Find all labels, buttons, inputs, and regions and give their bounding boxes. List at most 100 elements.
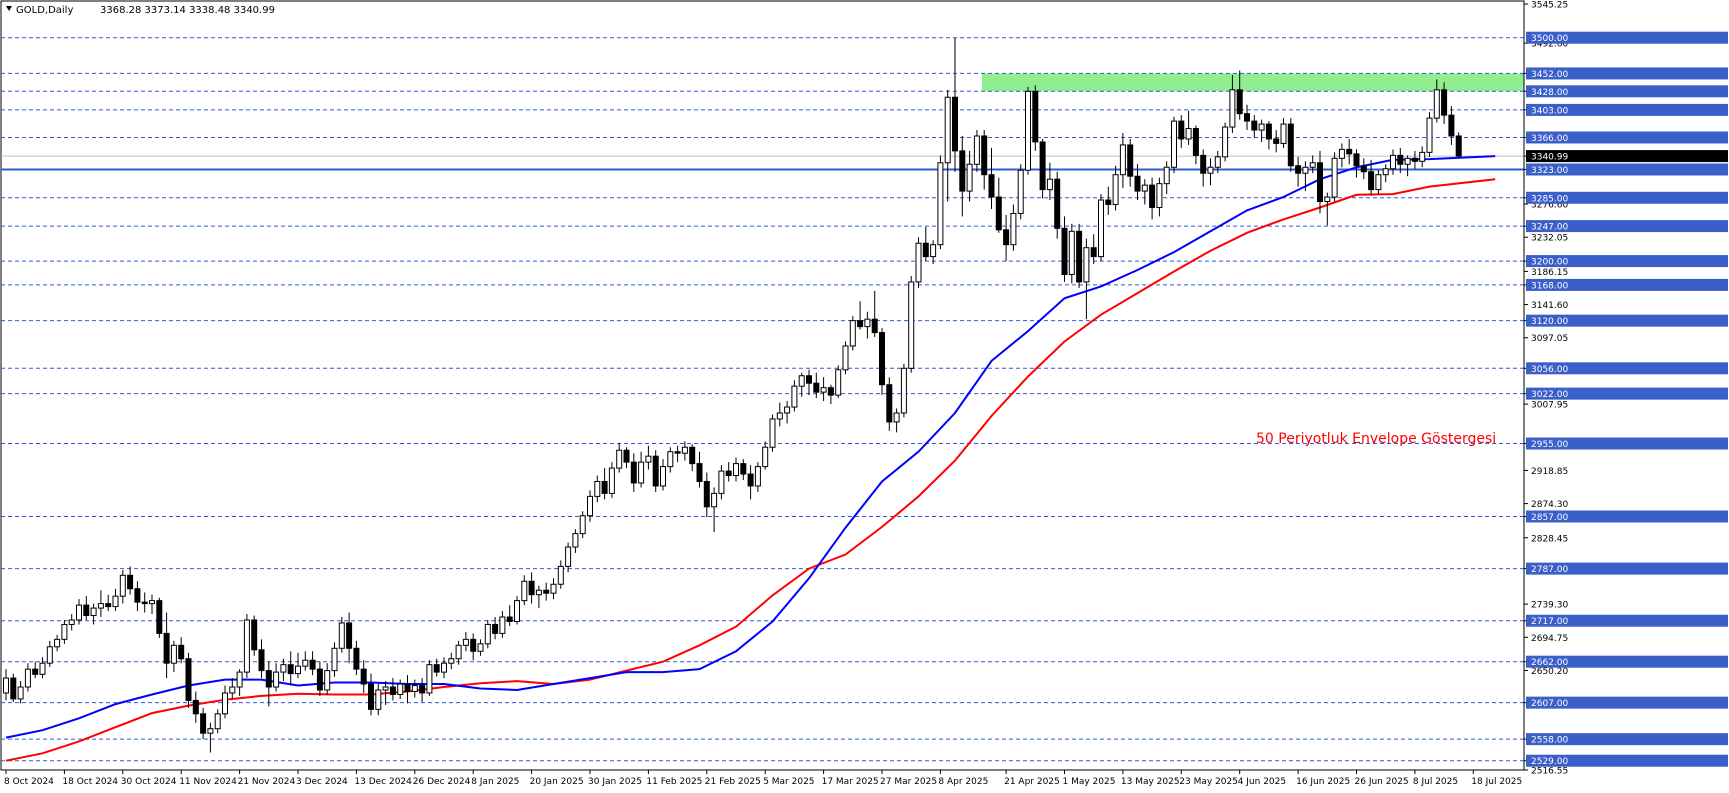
candle-67[interactable]	[492, 617, 499, 640]
candle-164[interactable]	[1200, 149, 1207, 187]
candle-137[interactable]	[1003, 214, 1010, 262]
candle-109[interactable]	[798, 372, 805, 397]
candle-115[interactable]	[842, 341, 849, 375]
candle-129[interactable]	[944, 89, 951, 202]
candle-12[interactable]	[90, 603, 97, 625]
candle-163[interactable]	[1192, 125, 1199, 165]
candle-136[interactable]	[995, 177, 1002, 233]
candle-87[interactable]	[638, 451, 645, 488]
candle-4[interactable]	[32, 661, 39, 679]
candle-180[interactable]	[1317, 150, 1323, 214]
candle-107[interactable]	[784, 401, 791, 424]
candle-134[interactable]	[981, 130, 988, 190]
candle-108[interactable]	[791, 380, 798, 412]
candle-149[interactable]	[1090, 234, 1097, 265]
candle-125[interactable]	[915, 237, 922, 288]
candle-77[interactable]	[565, 542, 572, 573]
candle-46[interactable]	[338, 617, 345, 653]
candle-98[interactable]	[718, 465, 725, 500]
candle-72[interactable]	[528, 572, 535, 604]
candle-96[interactable]	[703, 472, 710, 518]
candle-32[interactable]	[236, 669, 243, 696]
candle-196[interactable]	[1433, 79, 1440, 123]
candle-140[interactable]	[1025, 86, 1031, 175]
candle-71[interactable]	[521, 575, 528, 606]
candle-8[interactable]	[61, 619, 68, 644]
candle-60[interactable]	[441, 657, 447, 679]
candle-142[interactable]	[1039, 138, 1046, 199]
candle-135[interactable]	[988, 147, 995, 209]
candle-178[interactable]	[1302, 161, 1309, 192]
candle-73[interactable]	[535, 585, 542, 609]
candle-3[interactable]	[24, 663, 31, 692]
candle-157[interactable]	[1149, 177, 1156, 220]
candle-49[interactable]	[360, 660, 367, 693]
candle-146[interactable]	[1068, 223, 1075, 284]
candle-167[interactable]	[1222, 122, 1229, 162]
candle-95[interactable]	[696, 451, 703, 488]
candle-173[interactable]	[1265, 121, 1272, 150]
candle-76[interactable]	[557, 560, 564, 589]
candle-29[interactable]	[214, 709, 221, 734]
candle-189[interactable]	[1382, 164, 1389, 183]
candle-161[interactable]	[1178, 115, 1185, 148]
candle-83[interactable]	[608, 462, 615, 498]
candle-101[interactable]	[740, 459, 747, 481]
candle-57[interactable]	[419, 678, 426, 702]
candle-30[interactable]	[222, 685, 228, 719]
candle-59[interactable]	[433, 658, 440, 677]
candle-28[interactable]	[207, 722, 214, 753]
candle-17[interactable]	[127, 566, 134, 595]
candle-166[interactable]	[1214, 150, 1221, 174]
candle-63[interactable]	[462, 631, 469, 652]
candle-38[interactable]	[280, 658, 287, 682]
candle-75[interactable]	[550, 578, 557, 600]
candle-35[interactable]	[258, 639, 265, 679]
candle-37[interactable]	[273, 663, 280, 692]
candle-52[interactable]	[382, 681, 389, 705]
candle-88[interactable]	[645, 445, 652, 470]
candle-133[interactable]	[973, 130, 980, 172]
candle-188[interactable]	[1375, 170, 1382, 195]
candle-155[interactable]	[1134, 164, 1141, 201]
candle-194[interactable]	[1419, 146, 1426, 168]
candle-34[interactable]	[251, 615, 258, 656]
candle-89[interactable]	[652, 450, 659, 492]
candle-23[interactable]	[170, 640, 177, 673]
candle-40[interactable]	[295, 652, 301, 679]
candle-191[interactable]	[1397, 147, 1404, 174]
candle-31[interactable]	[229, 678, 236, 699]
candle-198[interactable]	[1448, 106, 1455, 145]
candle-55[interactable]	[404, 675, 411, 704]
candle-69[interactable]	[506, 605, 513, 626]
candle-58[interactable]	[426, 660, 433, 696]
candle-81[interactable]	[594, 475, 601, 503]
candle-15[interactable]	[112, 588, 119, 612]
candle-53[interactable]	[389, 678, 396, 701]
candle-64[interactable]	[470, 633, 477, 661]
candle-124[interactable]	[908, 275, 915, 373]
candle-159[interactable]	[1163, 161, 1170, 195]
candle-91[interactable]	[667, 447, 674, 473]
candle-78[interactable]	[572, 529, 579, 553]
candle-120[interactable]	[879, 328, 885, 396]
candle-158[interactable]	[1156, 177, 1163, 217]
candle-138[interactable]	[1010, 204, 1017, 251]
candle-47[interactable]	[346, 612, 353, 664]
candle-111[interactable]	[813, 372, 820, 399]
candle-121[interactable]	[886, 377, 893, 431]
candle-151[interactable]	[1105, 186, 1112, 215]
candle-36[interactable]	[265, 661, 272, 707]
candle-118[interactable]	[864, 311, 871, 339]
symbol-menu-triangle-icon[interactable]	[6, 6, 12, 11]
candle-144[interactable]	[1054, 171, 1061, 239]
candle-22[interactable]	[163, 612, 170, 679]
candle-42[interactable]	[309, 651, 316, 676]
candle-114[interactable]	[835, 365, 842, 399]
candle-65[interactable]	[477, 639, 484, 656]
candle-117[interactable]	[857, 301, 864, 330]
candle-131[interactable]	[959, 135, 966, 217]
candle-2[interactable]	[17, 681, 24, 704]
candle-51[interactable]	[375, 684, 382, 716]
candle-172[interactable]	[1258, 119, 1265, 142]
